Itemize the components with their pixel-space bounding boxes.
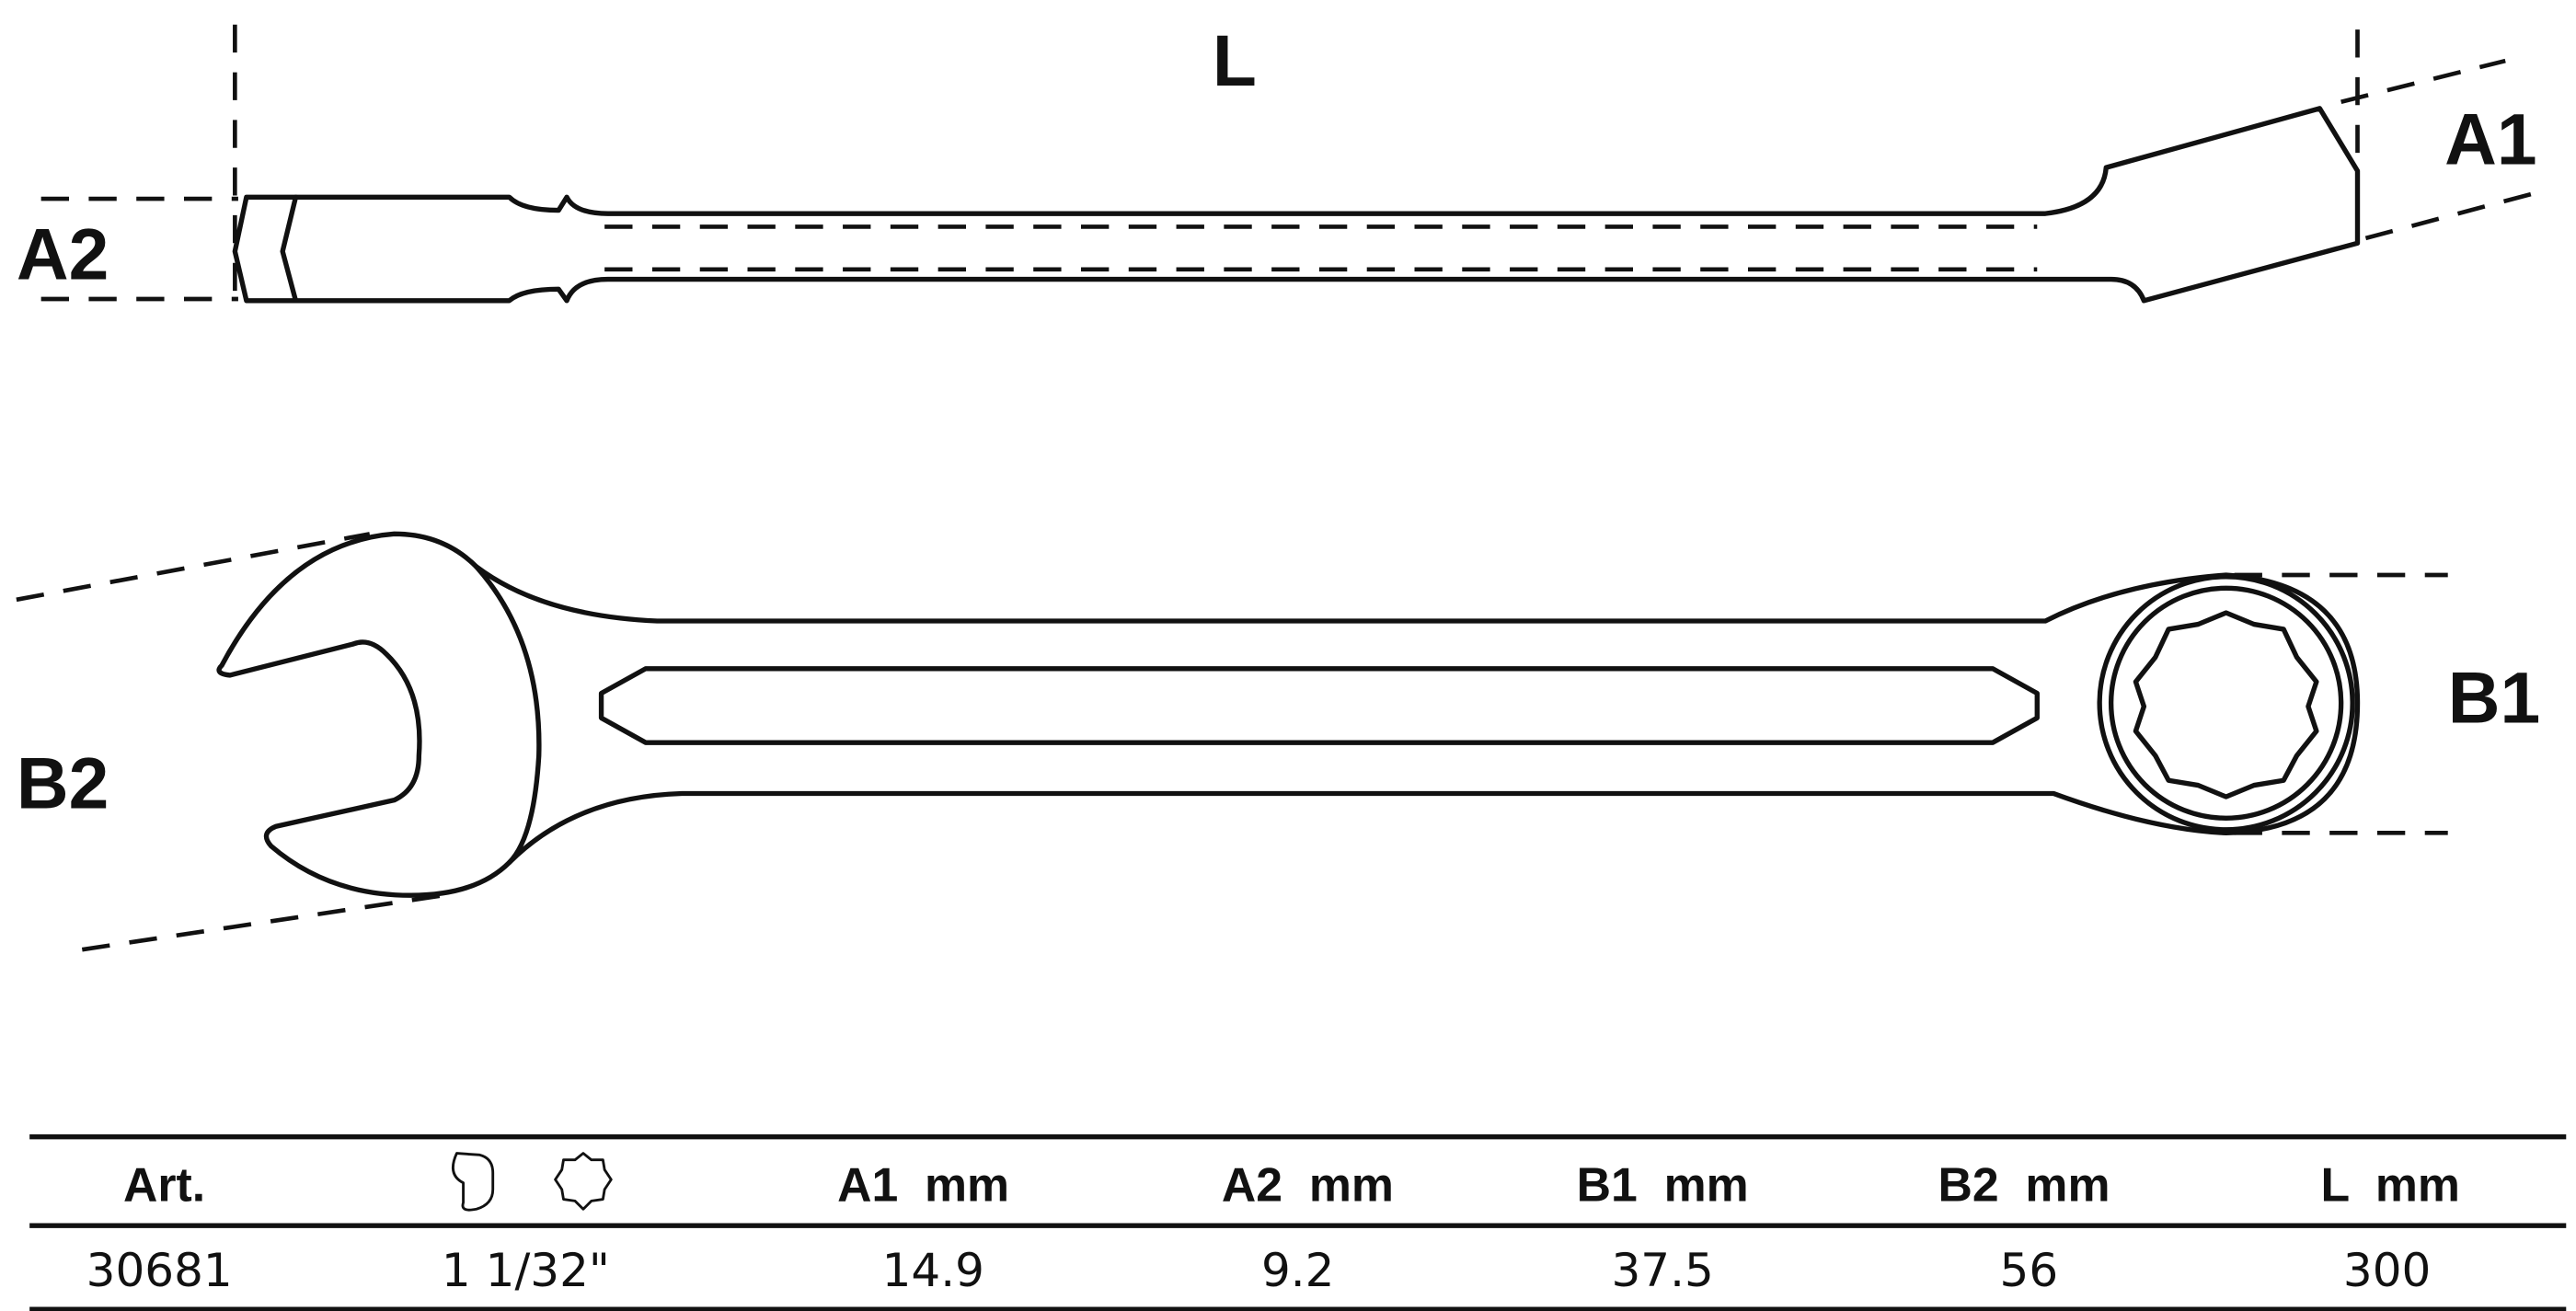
header-b2: B2 mm [1938,1157,2110,1211]
cell-a2: 9.2 [1261,1244,1335,1297]
label-L: L [1213,20,1257,101]
wrench-side-view: L A1 A2 [17,20,2539,305]
table-header-row: Art. A1 mm A2 mm B1 mm B2 mm L mm [123,1152,2460,1212]
cell-art: 30681 [86,1244,233,1297]
label-B2: B2 [17,743,109,824]
header-art: Art. [123,1157,205,1211]
header-a1: A1 mm [837,1157,1009,1211]
cell-a1: 14.9 [882,1244,984,1297]
cell-b1: 37.5 [1611,1244,1713,1297]
header-l: L mm [2320,1157,2460,1211]
wrench-top-view: B1 B2 [16,531,2540,952]
header-b1: B1 mm [1577,1157,1749,1211]
table-row: 30681 1 1/32" 14.9 9.2 37.5 56 300 [86,1244,2432,1297]
wrench-size-icon [451,1152,613,1212]
label-A1: A1 [2444,99,2536,180]
cell-b2: 56 [2000,1244,2059,1297]
cell-size: 1 1/32" [442,1244,610,1297]
specification-table: Art. A1 mm A2 mm B1 mm B2 mm L mm 30681 … [29,1134,2567,1311]
header-a2: A2 mm [1222,1157,1394,1211]
label-B1: B1 [2448,658,2540,739]
cell-l: 300 [2343,1244,2431,1297]
label-A2: A2 [17,214,109,295]
